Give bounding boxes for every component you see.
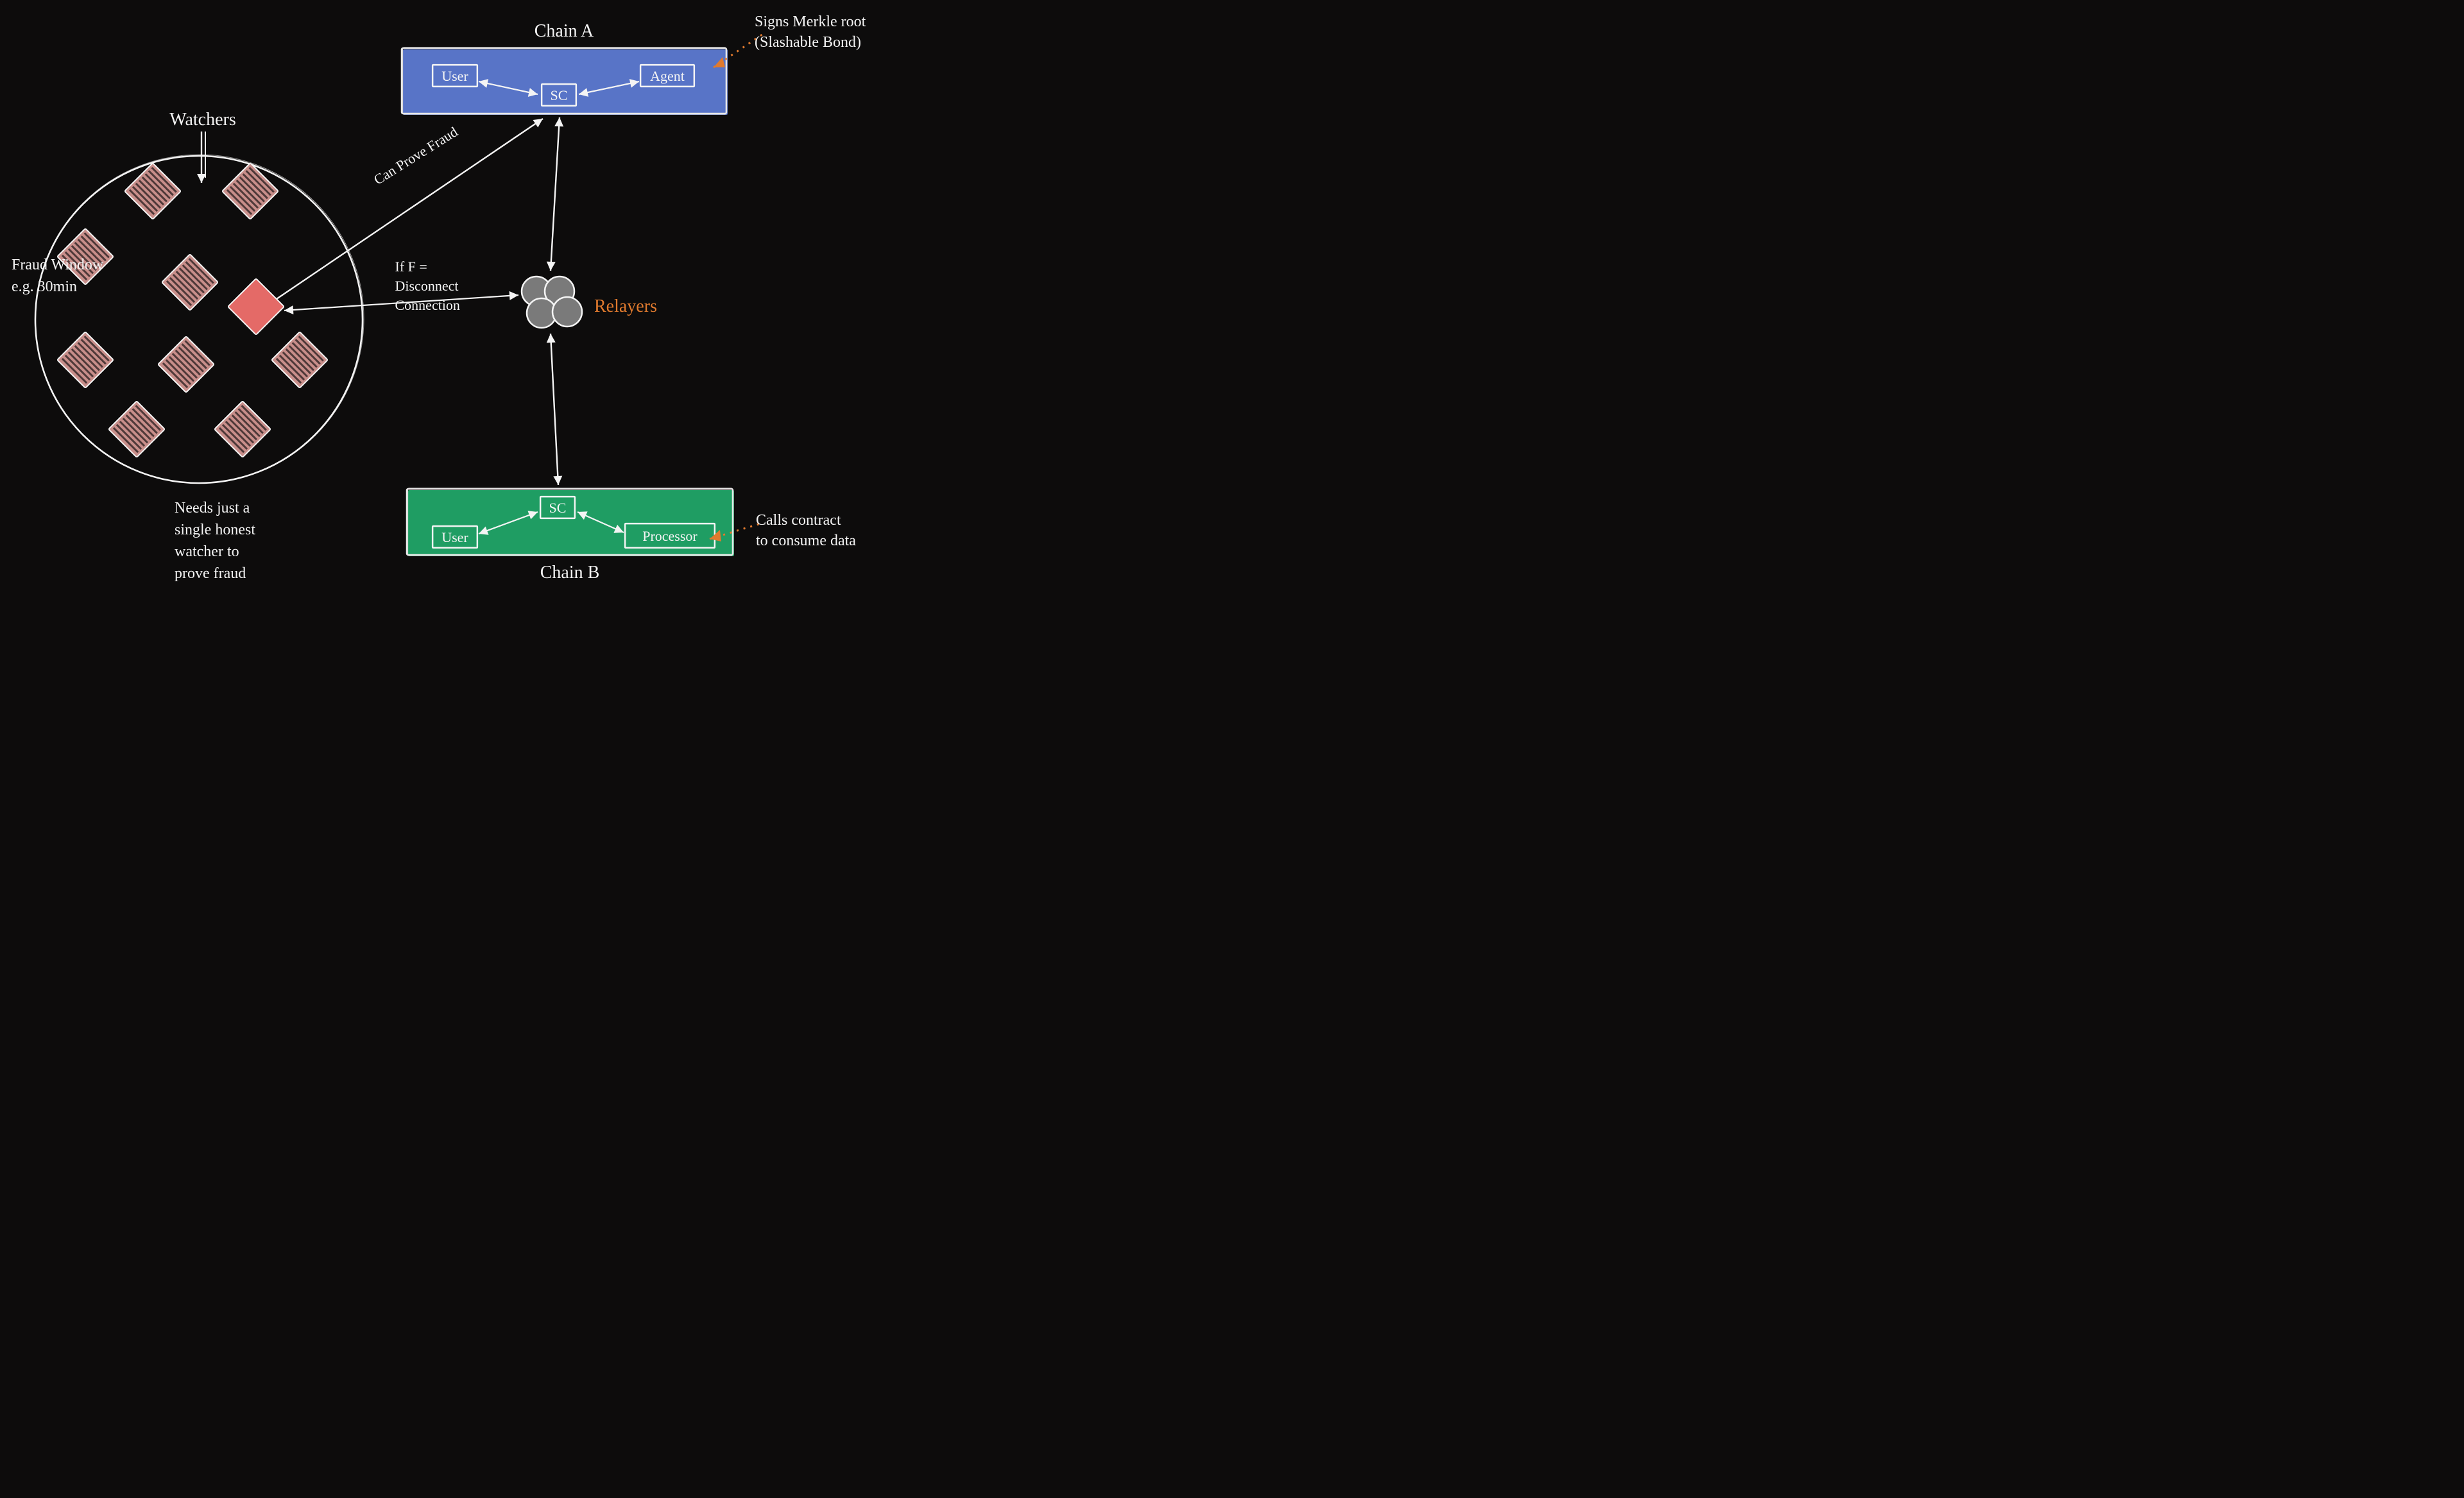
relayers-label: Relayers xyxy=(594,296,657,316)
can-prove-fraud-label: Can Prove Fraud xyxy=(371,124,461,188)
calls-annotation: Calls contractto consume data xyxy=(756,512,856,549)
watcher-tile xyxy=(271,332,328,388)
needs-honest-label: Needs just asingle honestwatcher toprove… xyxy=(175,500,255,582)
arrow-relayers-b xyxy=(547,334,563,485)
watcher-tile xyxy=(158,336,214,393)
watcher-tile xyxy=(108,401,165,457)
chain-a-sc-label: SC xyxy=(551,87,568,103)
chain-b-title: Chain B xyxy=(540,563,600,583)
disconnect-label: If F =DisconnectConnection xyxy=(395,259,460,313)
chain-a-title: Chain A xyxy=(535,21,594,41)
chain-b-processor-label: Processor xyxy=(642,528,697,544)
watcher-tile xyxy=(214,401,271,457)
watchers-arrow xyxy=(197,132,206,183)
watcher-tile xyxy=(124,163,181,219)
watchers-circle xyxy=(35,156,363,483)
merkle-annotation: Signs Merkle root(Slashable Bond) xyxy=(755,13,866,51)
chain-b-user-label: User xyxy=(441,529,468,545)
watcher-tile-fraud xyxy=(228,278,284,335)
watchers-label: Watchers xyxy=(169,110,235,130)
relayers-cluster xyxy=(522,277,582,328)
chain-a-user-label: User xyxy=(441,68,468,84)
arrow-a-relayers xyxy=(547,117,563,271)
watcher-tile xyxy=(162,254,218,311)
chain-b-sc-label: SC xyxy=(549,500,567,516)
chain-a-agent-label: Agent xyxy=(650,68,685,84)
watcher-tile xyxy=(57,332,114,388)
